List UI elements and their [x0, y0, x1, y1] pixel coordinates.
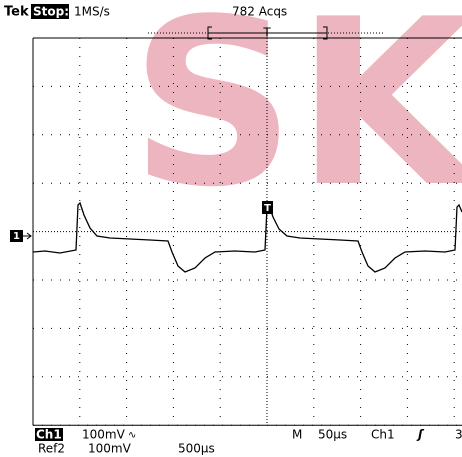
trigger-position: T	[262, 26, 271, 40]
state-box	[31, 4, 69, 19]
trigger-marker: T	[264, 203, 271, 214]
channel-marker-box	[10, 230, 23, 242]
waveform	[32, 201, 462, 273]
channel: Ch1	[36, 428, 62, 442]
ref-time: 500µs	[178, 442, 215, 456]
scale: 100mV	[82, 428, 126, 442]
trigger-marker-box	[262, 201, 273, 214]
coupling: ∿	[128, 430, 136, 441]
graticule	[32, 37, 462, 426]
rate: 1MS/s	[74, 5, 110, 19]
brand: Tek	[4, 5, 29, 20]
state: Stop:	[33, 5, 69, 19]
level: 3	[455, 428, 462, 442]
channel-arrow	[23, 232, 32, 240]
channel-marker: 1	[13, 231, 20, 242]
timebase-label: M	[292, 428, 302, 442]
channel-box	[35, 428, 63, 441]
acquisitions: 782 Acqs	[232, 5, 287, 19]
trigger-source: Ch1	[371, 428, 395, 442]
ref-scale: 100mV	[88, 442, 132, 456]
watermark: SK	[130, 0, 462, 238]
timebase: 50µs	[318, 428, 347, 442]
slope: ʃ	[416, 428, 425, 442]
ref: Ref2	[38, 442, 65, 456]
